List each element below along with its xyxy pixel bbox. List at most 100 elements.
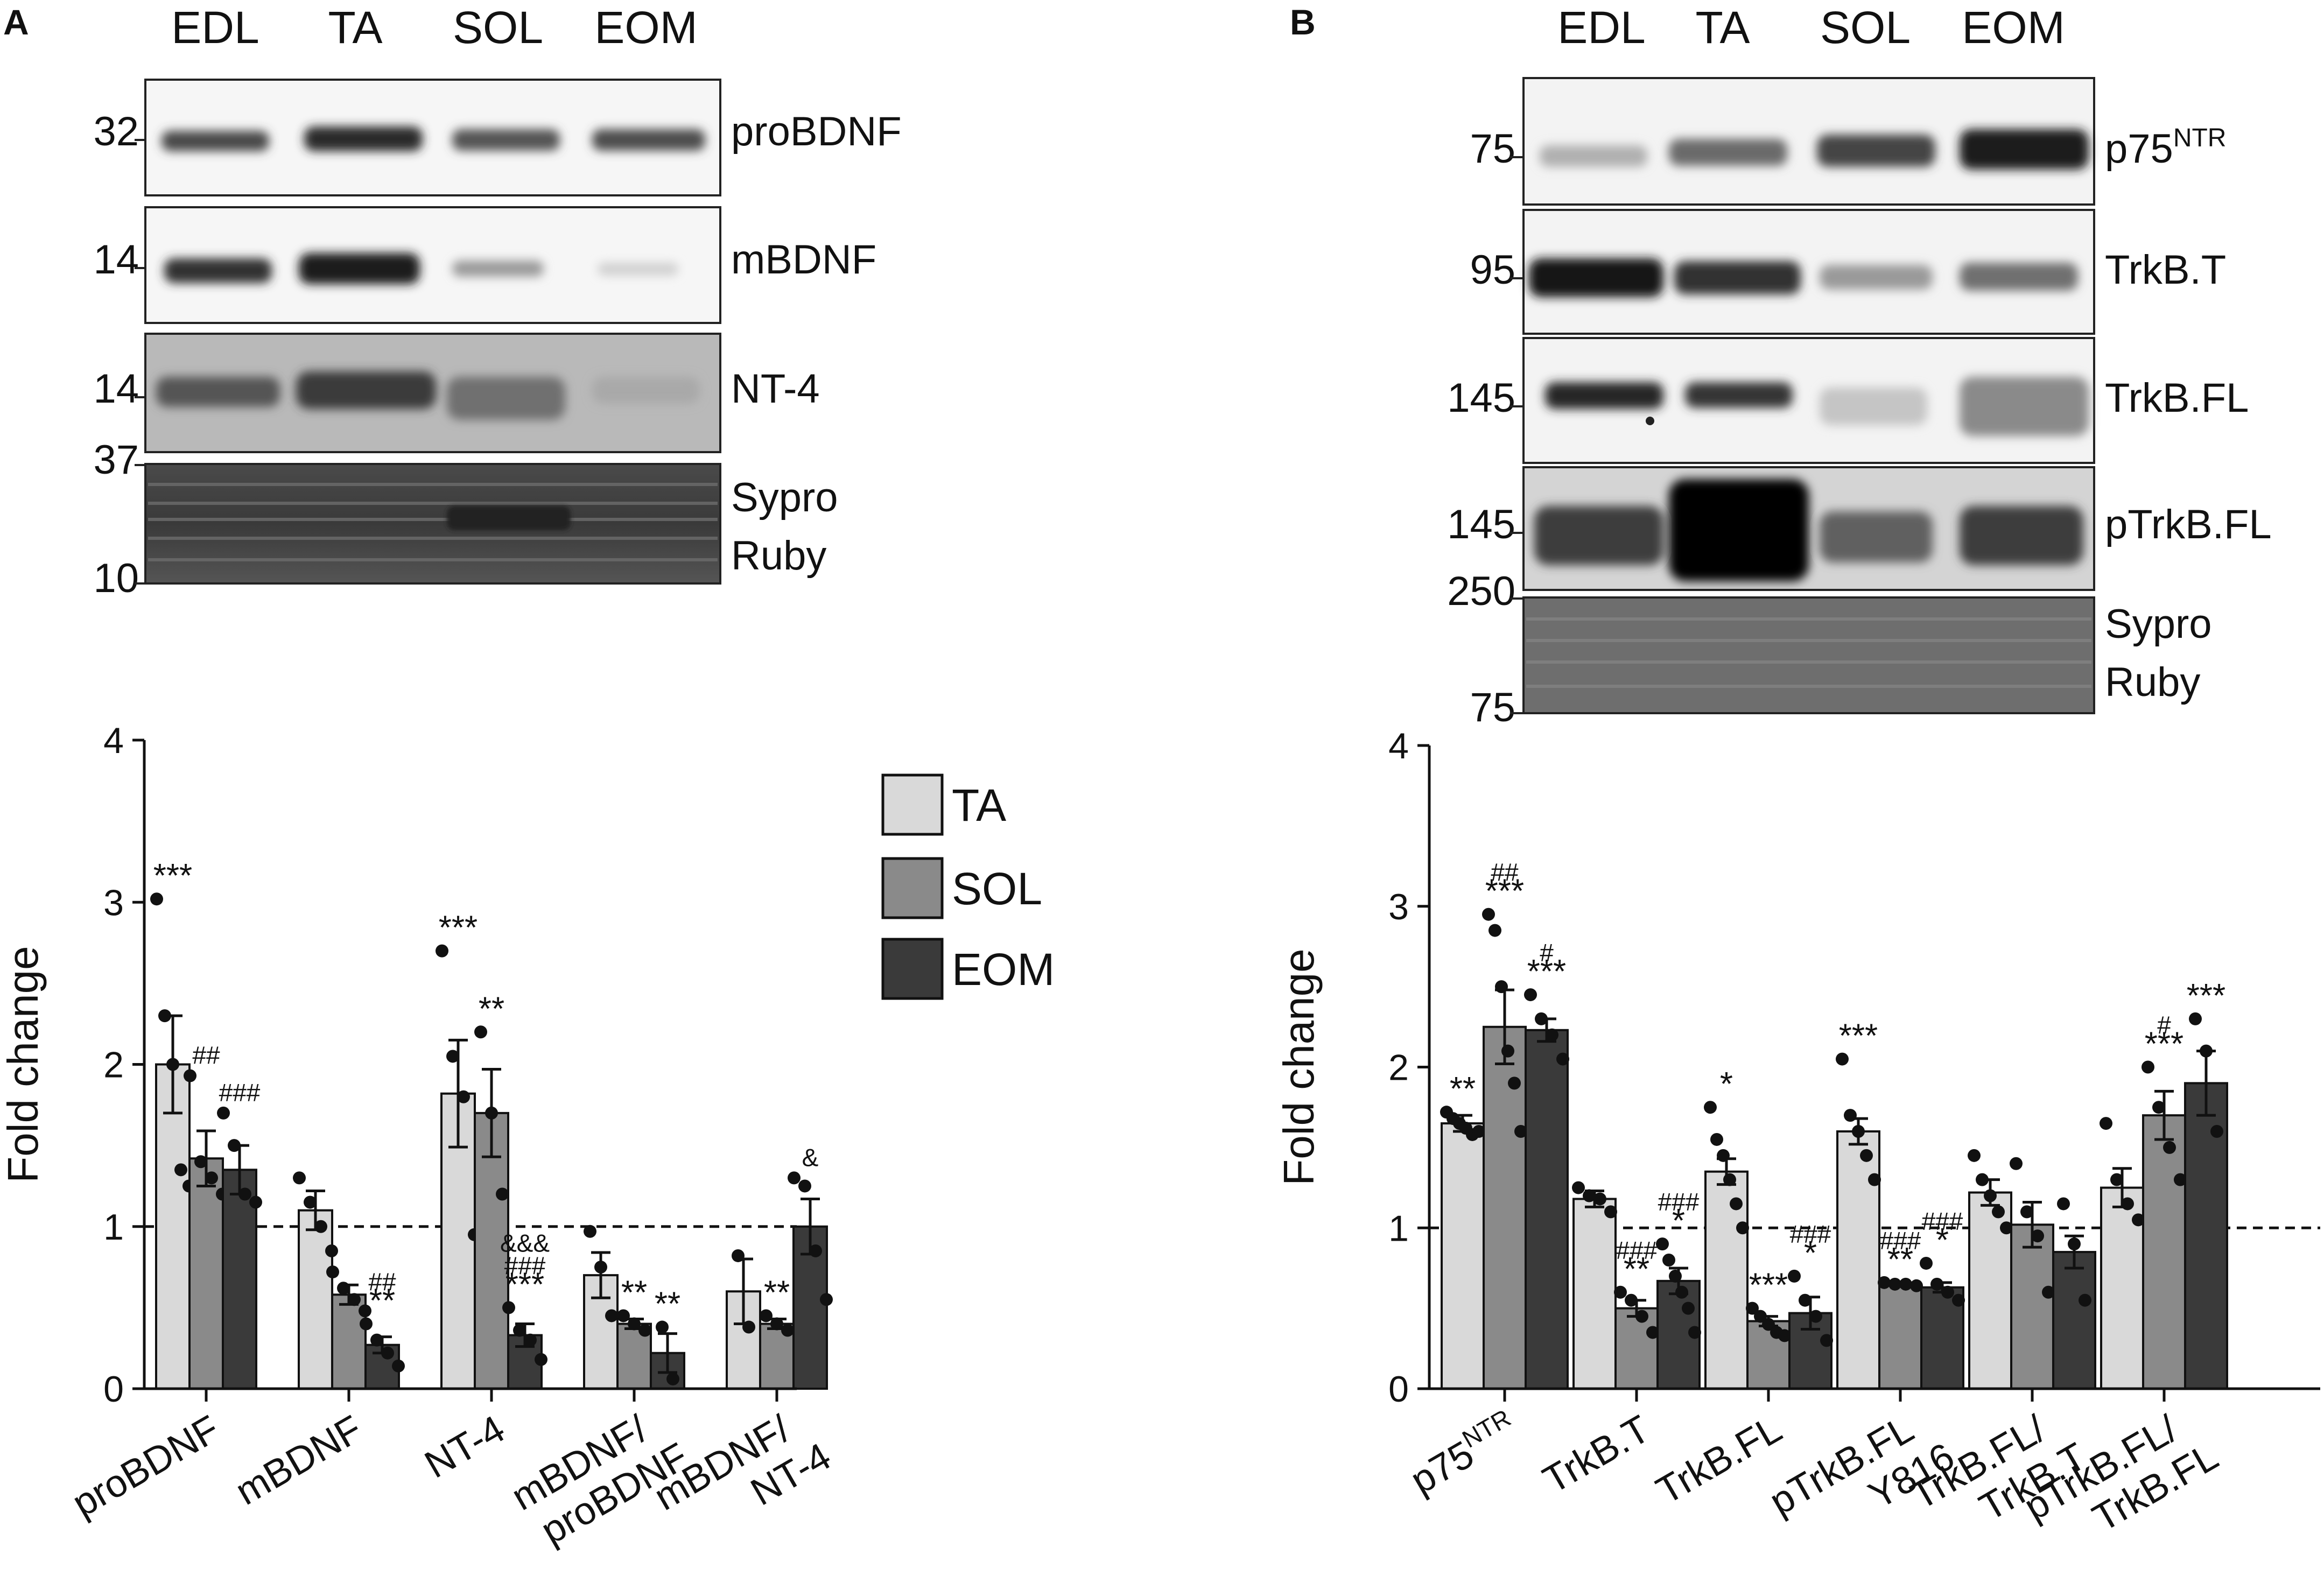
bar (1836, 1130, 1880, 1390)
data-point (446, 1050, 459, 1063)
significance-label: ** (479, 990, 504, 1028)
data-point (1788, 1269, 1801, 1283)
significance-label: ** (764, 1274, 790, 1311)
data-point (166, 1058, 179, 1071)
blot-label-p75: p75NTR (2105, 124, 2226, 172)
mw-label: 10 (93, 555, 139, 601)
data-point (2100, 1117, 2112, 1130)
data-point (638, 1324, 651, 1337)
data-point (502, 1301, 515, 1314)
data-point (1723, 1173, 1736, 1186)
data-point (2174, 1173, 2187, 1186)
y-tick-label: 1 (103, 1207, 124, 1248)
blot-label-sypro-b: Sypro Ruby (2105, 601, 2212, 705)
data-point (617, 1309, 630, 1322)
data-point (496, 1187, 509, 1201)
y-axis-label: Fold change (1275, 948, 1323, 1185)
mw-label: 37 (93, 437, 139, 483)
lane-label: EOM (594, 2, 697, 53)
data-point (2057, 1197, 2070, 1211)
data-point (1662, 1254, 1675, 1267)
y-tick-label: 2 (103, 1045, 124, 1086)
bar (1614, 1307, 1659, 1390)
data-point (1992, 1205, 2005, 1219)
data-point (1656, 1237, 1669, 1251)
data-point (1614, 1285, 1627, 1299)
data-point (1556, 1052, 1569, 1066)
panel-b-blots: EDL TA SOL EOM 75 p75NTR 95 TrkB.T (1447, 2, 2272, 730)
x-tick-label: proBDNF (65, 1408, 227, 1525)
data-point (1730, 1197, 1743, 1211)
blot-sypro-b (1522, 596, 2095, 714)
significance-label: ### (1922, 1207, 1963, 1235)
data-point (594, 1261, 607, 1274)
significance-label: # (1540, 939, 1554, 967)
blot-label-mbdnf: mBDNF (731, 237, 876, 283)
significance-label: ### (504, 1251, 546, 1279)
data-point (656, 1320, 669, 1334)
data-point (788, 1171, 801, 1185)
lane-label: TA (328, 2, 382, 53)
data-point (535, 1353, 547, 1366)
blot-sypro-a (144, 463, 721, 585)
y-axis-label: Fold change (0, 946, 47, 1183)
data-point (205, 1171, 218, 1185)
lane-label: SOL (1820, 2, 1911, 53)
data-point (1888, 1277, 1901, 1291)
significance-label: ## (1491, 859, 1519, 887)
data-point (1836, 1052, 1849, 1066)
data-point (325, 1244, 338, 1257)
significance-label: ** (655, 1286, 680, 1323)
data-point (1878, 1276, 1891, 1289)
significance-label: * (1672, 1202, 1685, 1240)
data-point (1899, 1277, 1912, 1291)
data-point (1968, 1149, 1981, 1162)
significance-label: ### (1658, 1188, 1700, 1216)
panel-b-letter: B (1290, 2, 1316, 42)
data-point (1868, 1173, 1881, 1186)
bands-sypro-b (1526, 617, 2091, 688)
data-point (2000, 1221, 2013, 1235)
data-point (293, 1171, 306, 1185)
data-point (1688, 1326, 1701, 1339)
mw-label: 145 (1447, 502, 1515, 547)
bands-probdnf (162, 126, 705, 151)
y-tick-label: 0 (103, 1369, 124, 1410)
data-point (314, 1220, 327, 1233)
lane-label: TA (1695, 2, 1750, 53)
data-point (742, 1320, 755, 1334)
data-point (238, 1187, 251, 1201)
mw-label: 250 (1447, 568, 1515, 614)
significance-label: *** (1485, 873, 1524, 910)
data-point (1524, 988, 1537, 1002)
legend-label-eom: EOM (952, 944, 1055, 995)
data-point (1852, 1125, 1865, 1138)
data-point (1583, 1189, 1596, 1202)
bar (1572, 1198, 1617, 1390)
y-tick-label: 3 (103, 882, 124, 923)
data-point (1482, 907, 1495, 921)
data-point (584, 1225, 596, 1238)
bar (2010, 1223, 2054, 1390)
data-point (1682, 1301, 1695, 1315)
significance-label: * (1804, 1235, 1817, 1272)
significance-label: ** (621, 1274, 647, 1311)
mw-label: 75 (1470, 685, 1515, 730)
data-point (1489, 924, 1501, 937)
mw-label: 145 (1447, 375, 1515, 421)
data-point (1625, 1293, 1638, 1307)
significance-label: ### (1790, 1220, 1831, 1248)
data-point (1746, 1301, 1759, 1315)
data-point (457, 1090, 470, 1103)
x-tick-label: TrkB.FL (1649, 1408, 1789, 1513)
x-tick-label: pTrkB.FL/TrkB.FL (2017, 1397, 2225, 1567)
data-point (485, 1106, 498, 1120)
significance-label: ### (219, 1079, 261, 1107)
bands-trkbfl (1545, 377, 2089, 436)
data-point (2020, 1205, 2033, 1219)
legend-label-sol: SOL (952, 863, 1042, 914)
data-point (1736, 1221, 1749, 1235)
bar (155, 1063, 191, 1390)
bands-nt4 (156, 371, 700, 420)
